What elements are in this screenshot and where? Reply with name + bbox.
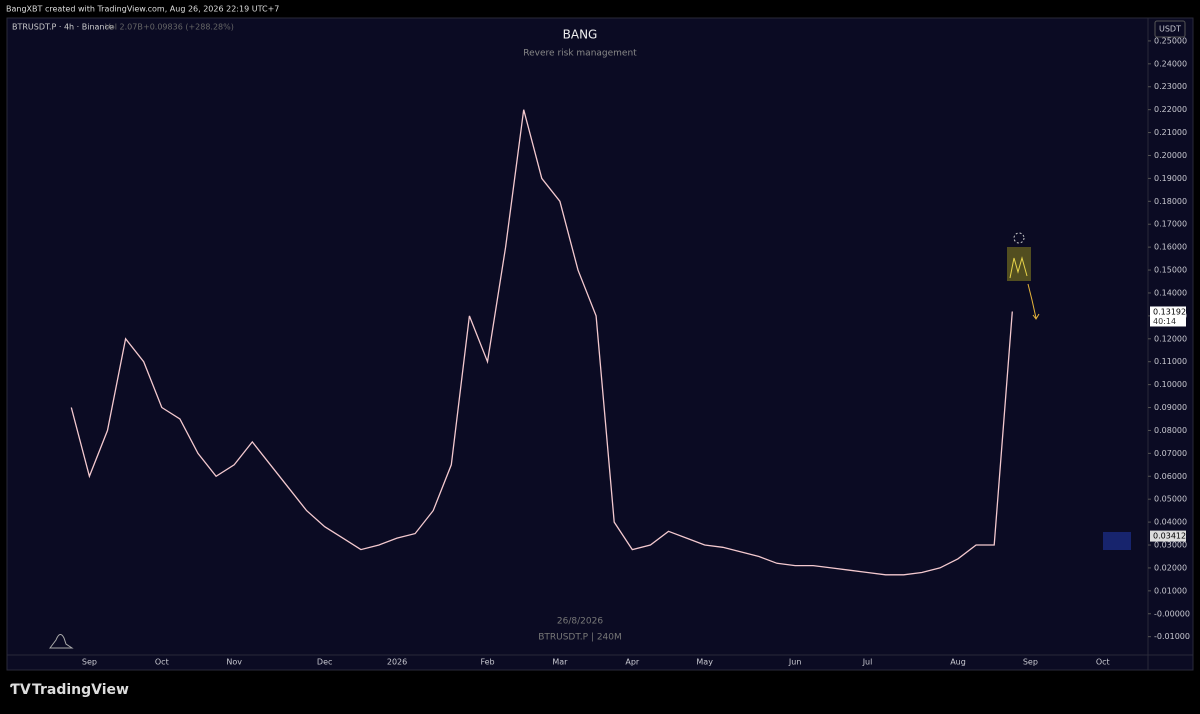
y-tick-label: 0.15000: [1154, 266, 1187, 275]
y-tick-label: 0.25000: [1154, 36, 1187, 45]
currency-button[interactable]: [1154, 20, 1186, 38]
x-tick-label: Aug: [950, 658, 966, 667]
x-tick-label: Jul: [862, 658, 873, 667]
y-tick-label: 0.22000: [1154, 105, 1187, 114]
y-tick-label: -0.00000: [1154, 609, 1190, 618]
x-tick-label: Oct: [155, 658, 169, 667]
symbol: BTRUSDT.P · 4h · Binance: [12, 23, 114, 32]
x-tick-label: Apr: [625, 658, 640, 667]
x-tick-label: Oct: [1096, 658, 1110, 667]
y-tick-label: 0.11000: [1154, 357, 1187, 366]
y-tick-label: 0.06000: [1154, 472, 1187, 481]
y-tick-label: 0.05000: [1154, 495, 1187, 504]
y-tick-label: 0.18000: [1154, 197, 1187, 206]
y-tick-label: 0.17000: [1154, 220, 1187, 229]
x-tick-label: Nov: [226, 658, 242, 667]
brand-logo: ƬV: [10, 682, 31, 698]
brand: TradingView: [32, 682, 129, 698]
y-tick-label: 0.08000: [1154, 426, 1187, 435]
watermark-symbol: BTRUSDT.P | 240M: [538, 633, 622, 643]
x-tick-label: 2026: [387, 658, 407, 667]
y-tick-label: -0.01000: [1154, 632, 1190, 641]
y-tick-label: 0.14000: [1154, 288, 1187, 297]
y-tick-label: 0.12000: [1154, 334, 1187, 343]
y-tick-label: 0.21000: [1154, 128, 1187, 137]
y-tick-label: 0.24000: [1154, 59, 1187, 68]
dino-icon: [49, 634, 74, 649]
y-tick-label: 0.09000: [1154, 403, 1187, 412]
y-tick-label: 0.19000: [1154, 174, 1187, 183]
price-label: 0.03412: [1153, 532, 1186, 541]
x-tick-label: Jun: [788, 658, 802, 667]
chart-title: BANG: [563, 28, 598, 42]
y-tick-label: 0.04000: [1154, 518, 1187, 527]
price-label-bg: [1150, 530, 1186, 542]
loading-icon: [1013, 232, 1025, 244]
price-label-bg: [1150, 306, 1186, 327]
chart-panel: [6, 17, 1194, 671]
y-tick-label: 0.23000: [1154, 82, 1187, 91]
y-tick-label: 0.07000: [1154, 449, 1187, 458]
chart-subtitle: Revere risk management: [523, 49, 637, 59]
zone-box: [1103, 532, 1131, 550]
x-tick-label: Feb: [480, 658, 494, 667]
attribution: BangXBT created with TradingView.com, Au…: [6, 5, 279, 14]
y-tick-label: 0.20000: [1154, 151, 1187, 160]
currency[interactable]: USDT: [1159, 25, 1181, 34]
y-tick-label: 0.10000: [1154, 380, 1187, 389]
x-tick-label: May: [696, 658, 713, 667]
x-tick-label: Sep: [82, 658, 97, 667]
annotation-arrow: [1027, 283, 1040, 320]
volume: Vol 2.07B: [105, 23, 143, 32]
countdown: 40:14: [1153, 317, 1176, 326]
x-tick-label: Mar: [552, 658, 568, 667]
annotation-pattern: [1009, 256, 1028, 279]
price-line: [70, 109, 1013, 576]
x-tick-label: Sep: [1023, 658, 1038, 667]
y-tick-label: 0.02000: [1154, 563, 1187, 572]
change: +0.09836 (+288.28%): [143, 23, 234, 32]
watermark-date: 26/8/2026: [557, 617, 603, 627]
price-label: 0.13192: [1153, 307, 1186, 316]
y-tick-label: 0.16000: [1154, 243, 1187, 252]
y-tick-label: 0.03000: [1154, 541, 1187, 550]
y-tick-label: 0.01000: [1154, 586, 1187, 595]
x-tick-label: Dec: [317, 658, 332, 667]
